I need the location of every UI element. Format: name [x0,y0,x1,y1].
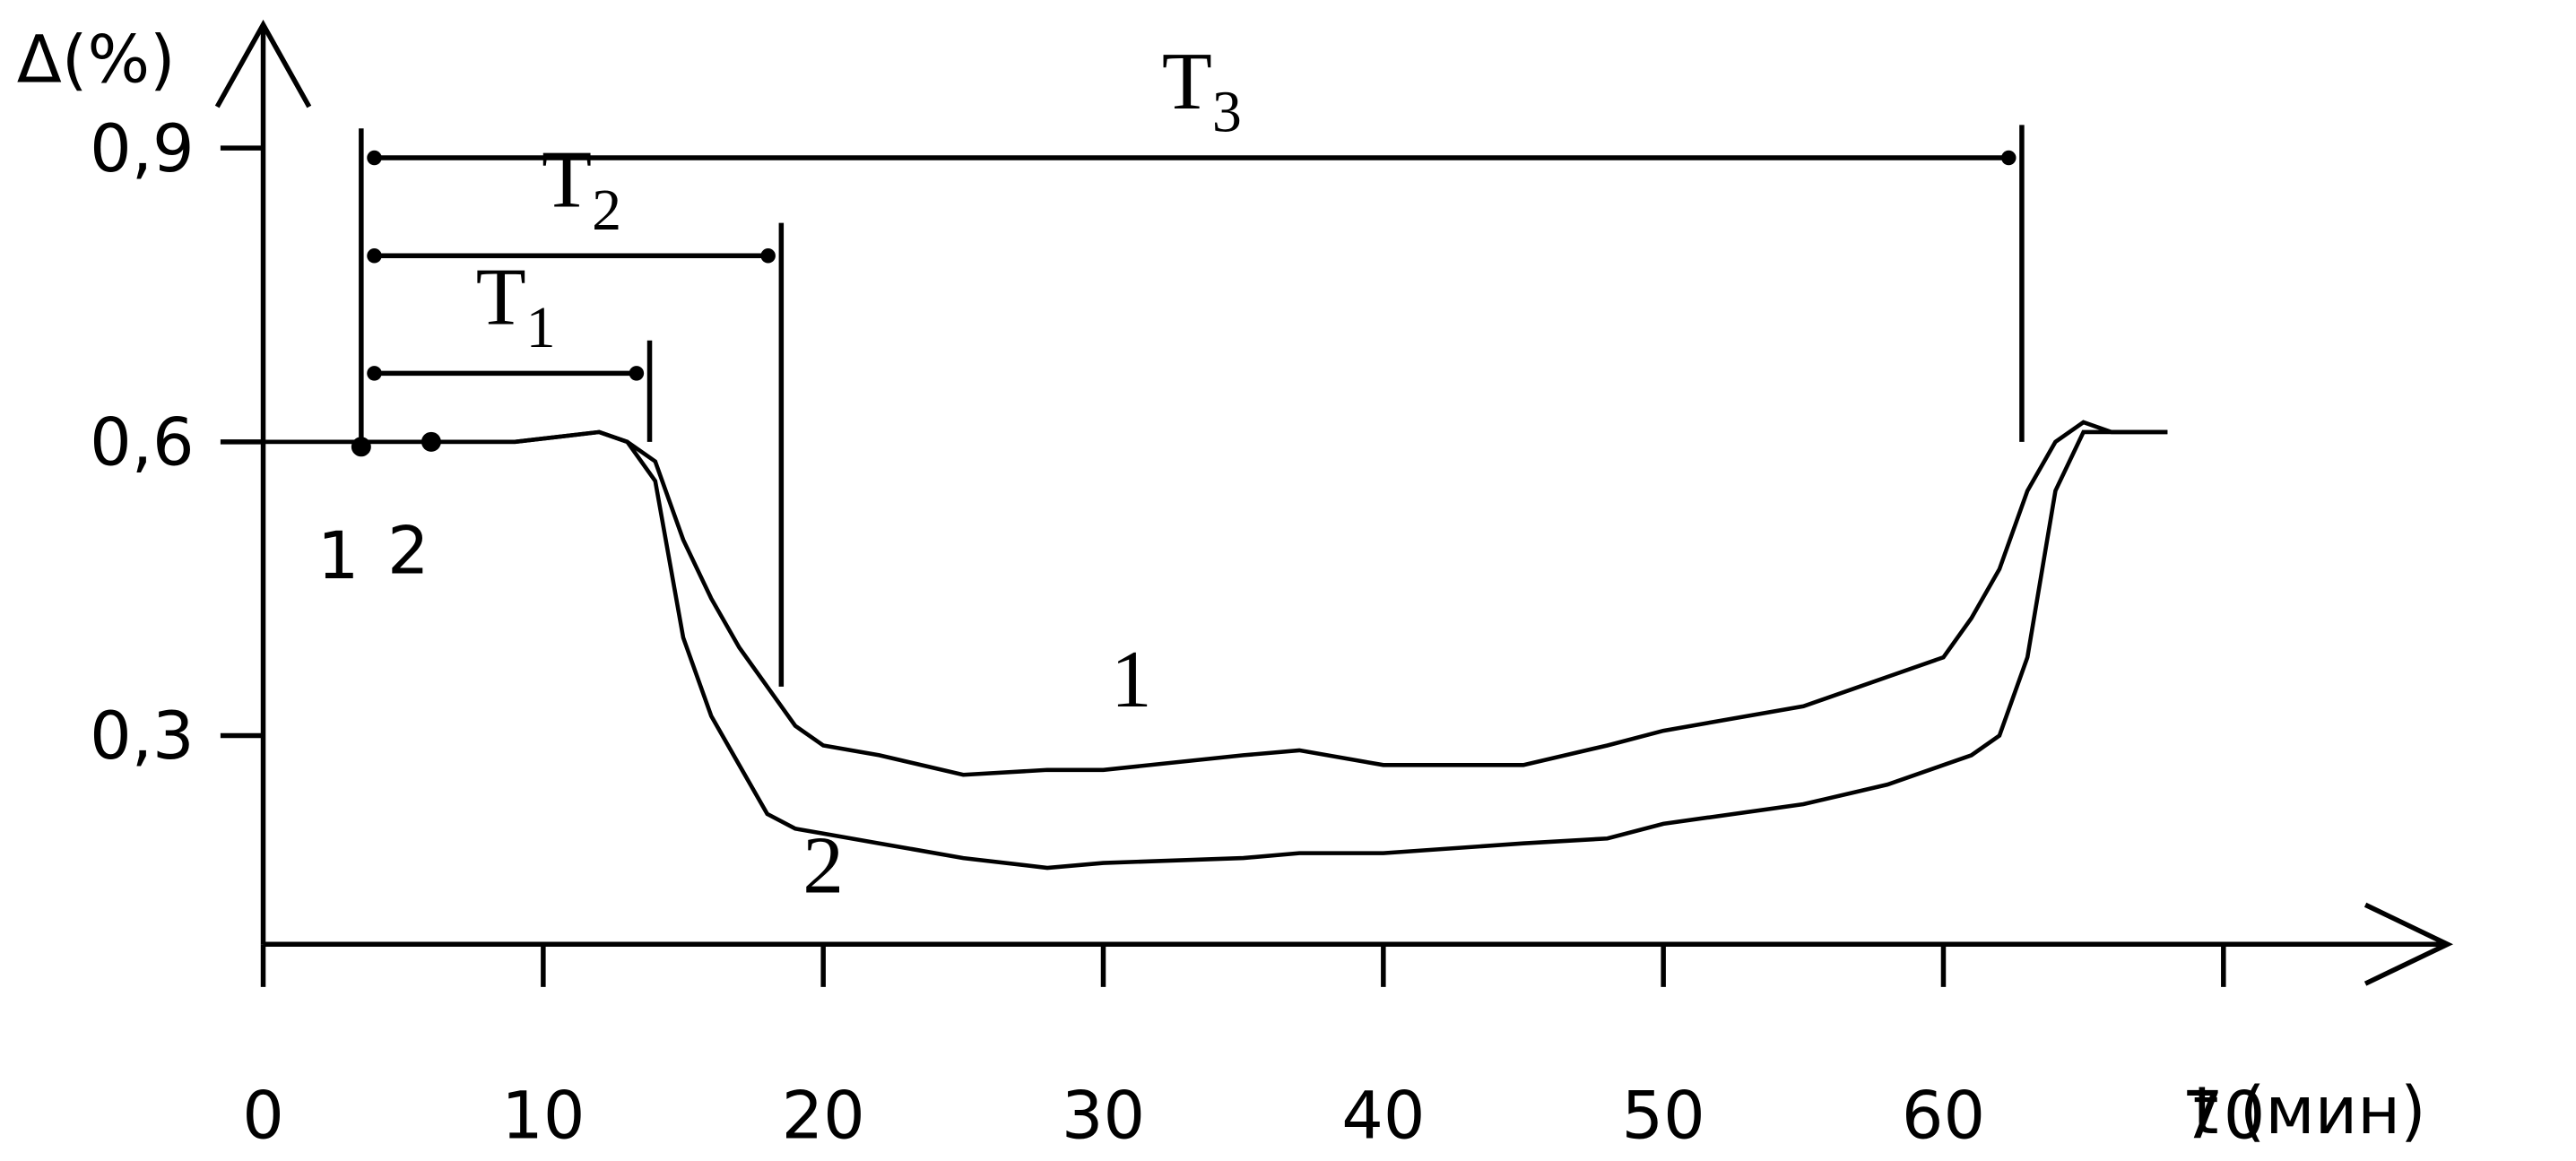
interval-label-main: T [1162,35,1212,126]
x-tick-label: 30 [1062,1078,1145,1154]
interval-end [629,366,645,381]
x-tick-label: 20 [782,1078,865,1154]
x-axis-arrow [2364,902,2454,986]
x-tick-label: 50 [1622,1078,1705,1154]
data-line [263,429,2168,871]
x-tick-label: 40 [1341,1078,1425,1154]
y-tick-label: 0,9 [90,111,195,187]
y-tick-label: 0,6 [90,404,195,481]
y-axis-arrow [214,19,312,108]
start-marker [421,431,441,452]
interval-end [367,366,382,381]
interval-label: T1 [476,250,556,360]
interval-label-main: T [476,250,526,342]
x-tick-label: 70 [2181,1078,2265,1154]
y-tick-label: 0,3 [90,698,195,775]
interval-label-sub: 1 [526,295,556,360]
interval-label: T3 [1162,35,1242,145]
interval-end [760,248,776,264]
interval-end [2001,150,2017,166]
curve-label: 1 [1111,633,1152,724]
marker-label: 2 [387,513,429,589]
interval-end [367,150,382,166]
x-tick-label: 0 [242,1078,284,1154]
y-axis-label: Δ(%) [17,22,176,99]
x-tick-label: 60 [1902,1078,1985,1154]
interval-label-sub: 2 [592,178,621,243]
start-marker [351,437,371,457]
x-axis-label: t (мин) [2193,1073,2426,1149]
interval-end [367,248,382,264]
marker-label: 1 [317,518,360,594]
data-line [263,420,2168,777]
interval-label: T2 [542,133,621,243]
interval-label-main: T [542,133,592,224]
interval-label-sub: 3 [1212,80,1242,145]
x-tick-label: 10 [501,1078,585,1154]
curve-label: 2 [802,819,844,910]
